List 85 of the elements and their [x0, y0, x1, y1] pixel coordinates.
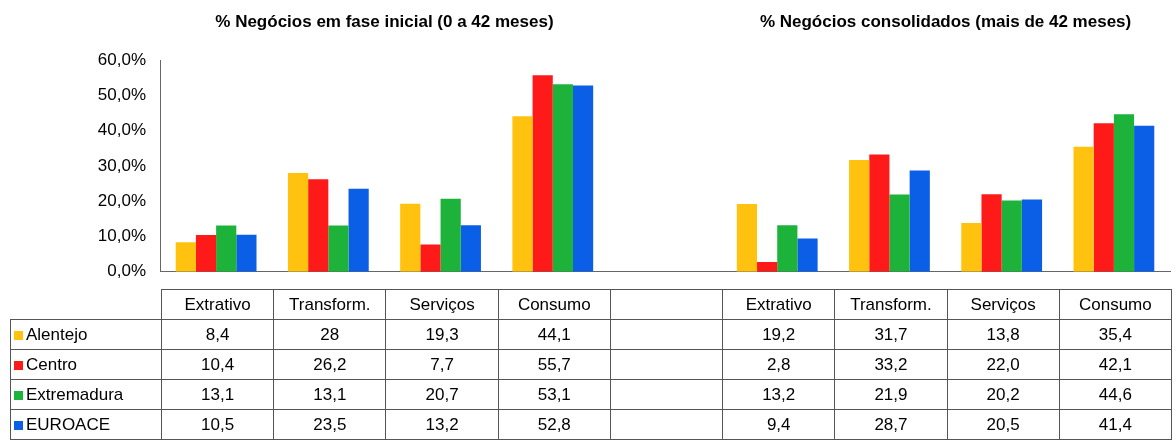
bar: [1021, 199, 1043, 272]
data-label: 13,1: [161, 379, 274, 410]
text: % Negócios em fase inicial (0 a 42 meses): [215, 11, 554, 31]
bar: [348, 188, 369, 272]
data-label: 8,4: [161, 319, 274, 350]
bar: [287, 172, 309, 272]
x-tick-label: Extrativo: [161, 289, 274, 320]
data-label: 28,7: [834, 409, 948, 440]
y-tick-label: 50,0%: [97, 84, 146, 104]
data-label: 13,2: [722, 379, 835, 410]
data-label: 21,9: [834, 379, 948, 410]
bar: [981, 194, 1002, 272]
data-label: 41,4: [1059, 409, 1172, 440]
data-label: 26,2: [273, 349, 386, 380]
bar: [1093, 123, 1114, 272]
legend-label: Centro: [10, 349, 162, 380]
bar: [757, 261, 778, 272]
y-tick-label: 20,0%: [97, 190, 146, 210]
bar: [512, 116, 533, 272]
data-label: 20,2: [947, 379, 1060, 410]
y-tick-label: 40,0%: [97, 120, 146, 140]
bar: [400, 203, 421, 272]
bar: [308, 179, 329, 272]
y-tick-label: 0,0%: [107, 261, 146, 281]
data-label: 44,1: [498, 319, 611, 350]
y-tick-label: 60,0%: [97, 49, 146, 69]
bar: [1001, 200, 1022, 272]
data-label: 22,0: [947, 349, 1060, 380]
x-tick-label: Extrativo: [722, 289, 835, 320]
bar: [328, 225, 349, 272]
data-label: 19,2: [722, 319, 835, 350]
bar: [236, 234, 257, 272]
bar: [572, 85, 594, 272]
bar: [532, 75, 553, 272]
y-tick-label: 10,0%: [97, 226, 146, 246]
bar: [195, 235, 217, 272]
bar: [961, 223, 982, 272]
legend-label: Alentejo: [10, 319, 162, 350]
x-tick-label: Transform.: [834, 289, 948, 320]
bar: [1073, 146, 1094, 272]
bar: [1113, 114, 1135, 272]
data-label: 20,7: [385, 379, 499, 410]
bar: [777, 225, 798, 272]
data-label: 13,8: [947, 319, 1060, 350]
data-label: 10,5: [161, 409, 274, 440]
legend-label: Extremadura: [10, 379, 162, 410]
bar: [552, 84, 573, 272]
data-label: 28: [273, 319, 386, 350]
data-label: 2,8: [722, 349, 835, 380]
bar: [909, 170, 930, 272]
bar: [460, 225, 481, 272]
bar: [797, 238, 818, 272]
text: % Negócios consolidados (mais de 42 meses): [759, 11, 1132, 31]
legend-label: EUROACE: [10, 409, 162, 440]
bar: [889, 194, 910, 272]
data-label: 31,7: [834, 319, 948, 350]
bar: [1134, 125, 1155, 272]
bar: [420, 244, 441, 272]
data-label: 42,1: [1059, 349, 1172, 380]
data-label: 44,6: [1059, 379, 1172, 410]
x-tick-label: Consumo: [1059, 289, 1172, 320]
data-label: 33,2: [834, 349, 948, 380]
data-label: 9,4: [722, 409, 835, 440]
data-label: 13,1: [273, 379, 386, 410]
bar: [216, 225, 237, 272]
data-label: 13,2: [385, 409, 499, 440]
data-label: 52,8: [498, 409, 611, 440]
x-tick-label: Serviços: [947, 289, 1060, 320]
data-label: 7,7: [385, 349, 499, 380]
data-label: 53,1: [498, 379, 611, 410]
data-label: 35,4: [1059, 319, 1172, 350]
bar: [736, 204, 758, 272]
y-tick-label: 30,0%: [97, 155, 146, 175]
data-label: 20,5: [947, 409, 1060, 440]
data-label: 23,5: [273, 409, 386, 440]
x-tick-label: Consumo: [498, 289, 611, 320]
bar: [849, 159, 870, 272]
bar: [440, 198, 461, 272]
data-label: 55,7: [498, 349, 611, 380]
bar: [869, 154, 890, 272]
x-tick-label: Transform.: [273, 289, 386, 320]
data-label: 10,4: [161, 349, 274, 380]
data-label: 19,3: [385, 319, 499, 350]
x-tick-label: Serviços: [385, 289, 499, 320]
bar: [175, 242, 196, 272]
